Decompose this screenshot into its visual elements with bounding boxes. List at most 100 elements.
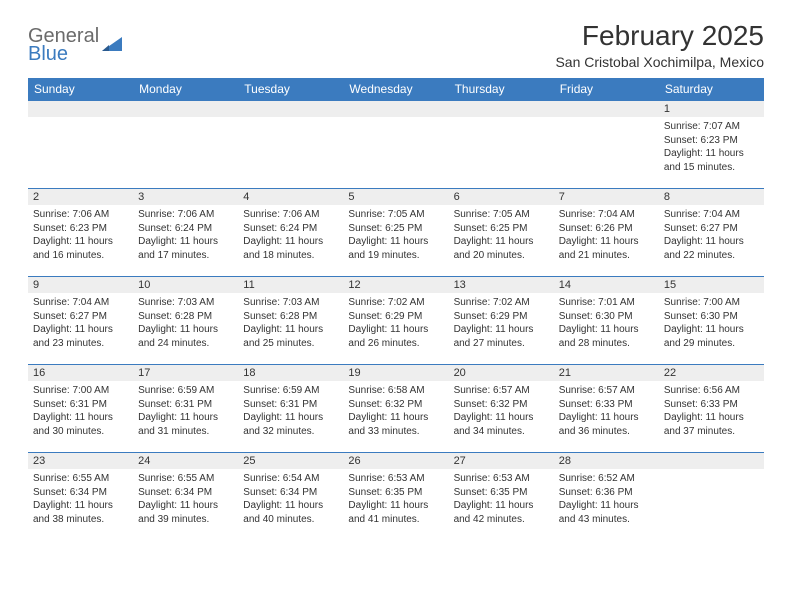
sunset-text: Sunset: 6:34 PM: [138, 486, 233, 500]
sunrise-text: Sunrise: 6:55 AM: [33, 472, 128, 486]
sunset-text: Sunset: 6:29 PM: [348, 310, 443, 324]
sunset-text: Sunset: 6:36 PM: [559, 486, 654, 500]
calendar-cell: 1Sunrise: 7:07 AMSunset: 6:23 PMDaylight…: [659, 100, 764, 188]
calendar-week-row: 2Sunrise: 7:06 AMSunset: 6:23 PMDaylight…: [28, 188, 764, 276]
sunrise-text: Sunrise: 7:05 AM: [454, 208, 549, 222]
page: General Blue February 2025 San Cristobal…: [0, 0, 792, 560]
day-header: Thursday: [449, 78, 554, 100]
sunrise-text: Sunrise: 7:04 AM: [559, 208, 654, 222]
daylight-text: Daylight: 11 hours and 36 minutes.: [559, 411, 654, 438]
calendar-cell: 24Sunrise: 6:55 AMSunset: 6:34 PMDayligh…: [133, 452, 238, 540]
calendar-cell: 7 Sunrise: 7:04 AMSunset: 6:26 PMDaylight…: [554, 188, 659, 276]
daylight-text: Daylight: 11 hours and 21 minutes.: [559, 235, 654, 262]
sunset-text: Sunset: 6:25 PM: [454, 222, 549, 236]
day-number: 2: [28, 188, 133, 205]
day-content: Sunrise: 7:02 AMSunset: 6:29 PMDaylight:…: [343, 293, 448, 354]
sunset-text: Sunset: 6:33 PM: [664, 398, 759, 412]
calendar-cell: 2Sunrise: 7:06 AMSunset: 6:23 PMDaylight…: [28, 188, 133, 276]
day-content: Sunrise: 6:55 AMSunset: 6:34 PMDaylight:…: [133, 469, 238, 530]
sunset-text: Sunset: 6:23 PM: [33, 222, 128, 236]
daylight-text: Daylight: 11 hours and 27 minutes.: [454, 323, 549, 350]
daylight-text: Daylight: 11 hours and 22 minutes.: [664, 235, 759, 262]
day-content: Sunrise: 6:58 AMSunset: 6:32 PMDaylight:…: [343, 381, 448, 442]
day-number: 4: [238, 188, 343, 205]
day-number: 7: [554, 188, 659, 205]
sunset-text: Sunset: 6:31 PM: [138, 398, 233, 412]
sunrise-text: Sunrise: 6:58 AM: [348, 384, 443, 398]
daylight-text: Daylight: 11 hours and 29 minutes.: [664, 323, 759, 350]
logo-text: General Blue: [28, 26, 99, 64]
day-content: [28, 117, 133, 124]
sunrise-text: Sunrise: 7:01 AM: [559, 296, 654, 310]
sunrise-text: Sunrise: 7:00 AM: [664, 296, 759, 310]
daylight-text: Daylight: 11 hours and 18 minutes.: [243, 235, 338, 262]
calendar-cell: 12Sunrise: 7:02 AMSunset: 6:29 PMDayligh…: [343, 276, 448, 364]
day-number: 3: [133, 188, 238, 205]
sunrise-text: Sunrise: 6:56 AM: [664, 384, 759, 398]
day-content: Sunrise: 7:00 AMSunset: 6:30 PMDaylight:…: [659, 293, 764, 354]
sunrise-text: Sunrise: 6:54 AM: [243, 472, 338, 486]
sunrise-text: Sunrise: 7:02 AM: [454, 296, 549, 310]
calendar-week-row: 1Sunrise: 7:07 AMSunset: 6:23 PMDaylight…: [28, 100, 764, 188]
day-content: Sunrise: 7:07 AMSunset: 6:23 PMDaylight:…: [659, 117, 764, 178]
daylight-text: Daylight: 11 hours and 26 minutes.: [348, 323, 443, 350]
day-number: 22: [659, 364, 764, 381]
day-content: [449, 117, 554, 124]
calendar-cell: 6Sunrise: 7:05 AMSunset: 6:25 PMDaylight…: [449, 188, 554, 276]
sunset-text: Sunset: 6:26 PM: [559, 222, 654, 236]
day-content: Sunrise: 7:06 AMSunset: 6:24 PMDaylight:…: [133, 205, 238, 266]
calendar: Sunday Monday Tuesday Wednesday Thursday…: [28, 78, 764, 540]
day-number: [659, 452, 764, 469]
day-content: Sunrise: 7:00 AMSunset: 6:31 PMDaylight:…: [28, 381, 133, 442]
calendar-cell: [343, 100, 448, 188]
calendar-cell: 21Sunrise: 6:57 AMSunset: 6:33 PMDayligh…: [554, 364, 659, 452]
calendar-cell: 27Sunrise: 6:53 AMSunset: 6:35 PMDayligh…: [449, 452, 554, 540]
sunrise-text: Sunrise: 7:04 AM: [664, 208, 759, 222]
sunset-text: Sunset: 6:30 PM: [664, 310, 759, 324]
calendar-cell: [133, 100, 238, 188]
calendar-cell: 15Sunrise: 7:00 AMSunset: 6:30 PMDayligh…: [659, 276, 764, 364]
daylight-text: Daylight: 11 hours and 25 minutes.: [243, 323, 338, 350]
day-number: [133, 100, 238, 117]
sunrise-text: Sunrise: 7:00 AM: [33, 384, 128, 398]
daylight-text: Daylight: 11 hours and 19 minutes.: [348, 235, 443, 262]
day-number: 10: [133, 276, 238, 293]
day-number: [238, 100, 343, 117]
title-block: February 2025 San Cristobal Xochimilpa, …: [555, 20, 764, 70]
month-title: February 2025: [555, 20, 764, 52]
calendar-cell: 16Sunrise: 7:00 AMSunset: 6:31 PMDayligh…: [28, 364, 133, 452]
day-number: 20: [449, 364, 554, 381]
day-number: 1: [659, 100, 764, 117]
day-content: Sunrise: 6:59 AMSunset: 6:31 PMDaylight:…: [133, 381, 238, 442]
daylight-text: Daylight: 11 hours and 40 minutes.: [243, 499, 338, 526]
day-number: 14: [554, 276, 659, 293]
day-number: [343, 100, 448, 117]
day-number: 6: [449, 188, 554, 205]
day-number: 12: [343, 276, 448, 293]
daylight-text: Daylight: 11 hours and 33 minutes.: [348, 411, 443, 438]
calendar-cell: 9Sunrise: 7:04 AMSunset: 6:27 PMDaylight…: [28, 276, 133, 364]
day-content: Sunrise: 6:53 AMSunset: 6:35 PMDaylight:…: [449, 469, 554, 530]
sunset-text: Sunset: 6:31 PM: [243, 398, 338, 412]
sunset-text: Sunset: 6:28 PM: [138, 310, 233, 324]
sunrise-text: Sunrise: 6:55 AM: [138, 472, 233, 486]
calendar-week-row: 23Sunrise: 6:55 AMSunset: 6:34 PMDayligh…: [28, 452, 764, 540]
sunrise-text: Sunrise: 7:03 AM: [138, 296, 233, 310]
day-number: 28: [554, 452, 659, 469]
sunset-text: Sunset: 6:35 PM: [348, 486, 443, 500]
sunrise-text: Sunrise: 7:05 AM: [348, 208, 443, 222]
day-number: 18: [238, 364, 343, 381]
sunrise-text: Sunrise: 7:06 AM: [243, 208, 338, 222]
sunset-text: Sunset: 6:27 PM: [33, 310, 128, 324]
calendar-cell: 18Sunrise: 6:59 AMSunset: 6:31 PMDayligh…: [238, 364, 343, 452]
day-header: Tuesday: [238, 78, 343, 100]
calendar-cell: 14Sunrise: 7:01 AMSunset: 6:30 PMDayligh…: [554, 276, 659, 364]
day-number: 27: [449, 452, 554, 469]
sunset-text: Sunset: 6:29 PM: [454, 310, 549, 324]
calendar-cell: [449, 100, 554, 188]
day-content: Sunrise: 7:04 AMSunset: 6:27 PMDaylight:…: [659, 205, 764, 266]
day-content: Sunrise: 7:06 AMSunset: 6:23 PMDaylight:…: [28, 205, 133, 266]
day-content: Sunrise: 6:57 AMSunset: 6:33 PMDaylight:…: [554, 381, 659, 442]
sunrise-text: Sunrise: 6:57 AM: [454, 384, 549, 398]
day-number: 19: [343, 364, 448, 381]
